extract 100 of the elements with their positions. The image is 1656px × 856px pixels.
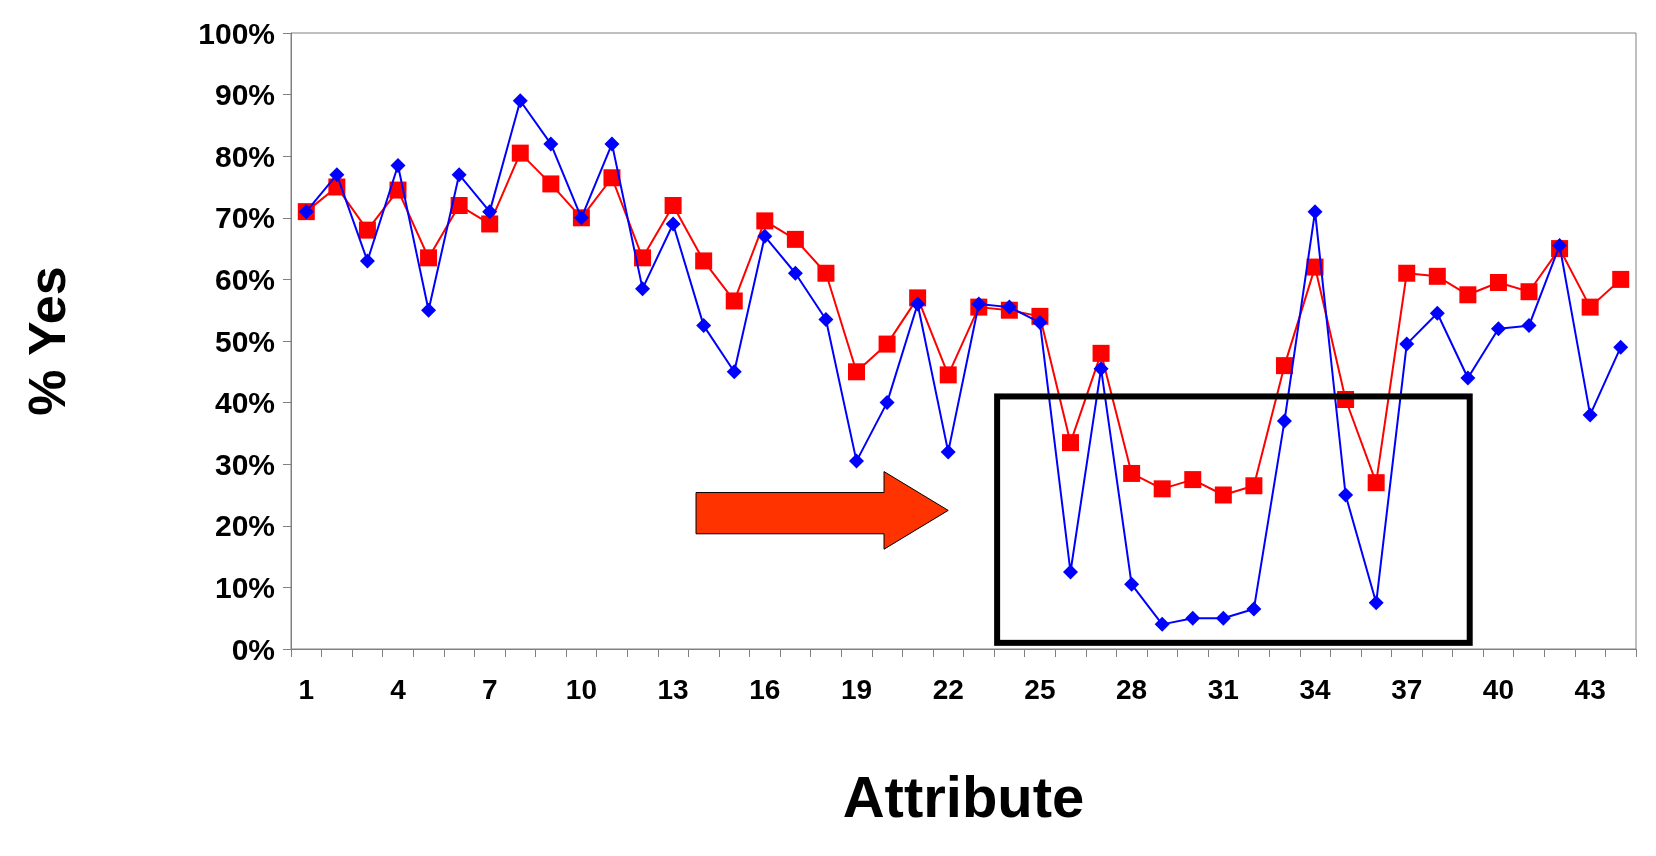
point	[1460, 370, 1476, 386]
point	[1552, 238, 1568, 254]
point	[757, 228, 773, 244]
point	[1398, 264, 1416, 282]
point	[1489, 273, 1507, 291]
y-tick-label: 50%	[214, 324, 275, 358]
point	[421, 302, 437, 318]
point	[1276, 413, 1292, 429]
point	[1246, 601, 1262, 617]
point	[849, 453, 865, 469]
point	[1185, 610, 1201, 626]
y-tick-label: 10%	[214, 570, 275, 604]
point	[1215, 610, 1231, 626]
point	[1521, 318, 1537, 334]
point	[482, 204, 498, 220]
y-tick-label: 70%	[214, 201, 275, 235]
point	[1338, 487, 1354, 503]
point	[1582, 407, 1598, 423]
point	[1520, 283, 1538, 301]
point	[817, 264, 835, 282]
point	[848, 363, 866, 381]
point	[390, 157, 406, 173]
x-tick-label: 28	[1116, 673, 1148, 705]
point	[786, 230, 804, 248]
x-axis-title: Attribute	[842, 763, 1085, 829]
point	[603, 169, 621, 187]
point	[359, 253, 375, 269]
x-tick-label: 1	[298, 673, 315, 705]
point	[725, 292, 743, 310]
x-tick-label: 22	[932, 673, 964, 705]
point	[1459, 286, 1477, 304]
y-tick-label: 40%	[214, 386, 275, 420]
point	[1399, 336, 1415, 352]
y-tick-label: 100%	[198, 16, 275, 50]
point	[1307, 204, 1323, 220]
point	[1245, 477, 1263, 495]
y-tick-label: 20%	[214, 509, 275, 543]
point	[1001, 299, 1017, 315]
x-tick-label: 13	[657, 673, 689, 705]
point	[329, 167, 345, 183]
point	[665, 216, 681, 232]
point	[726, 364, 742, 380]
point	[1093, 361, 1109, 377]
point	[910, 296, 926, 312]
x-tick-label: 34	[1299, 673, 1332, 705]
point	[1368, 595, 1384, 611]
y-tick-label: 80%	[214, 139, 275, 173]
point	[940, 444, 956, 460]
point	[756, 212, 774, 230]
x-tick-label: 31	[1207, 673, 1239, 705]
point	[1428, 267, 1446, 285]
y-tick-label: 0%	[231, 632, 275, 666]
point	[787, 265, 803, 281]
point	[1184, 471, 1202, 489]
y-axis-title: % Yes	[18, 266, 76, 416]
point	[358, 221, 376, 239]
point	[695, 252, 713, 270]
point	[818, 311, 834, 327]
point	[1124, 576, 1140, 592]
point	[1032, 315, 1048, 331]
point	[1275, 357, 1293, 375]
point	[1092, 344, 1110, 362]
point	[939, 366, 957, 384]
point	[604, 136, 620, 152]
y-tick-label: 30%	[214, 447, 275, 481]
point	[1062, 564, 1078, 580]
point	[1154, 616, 1170, 632]
point	[1612, 270, 1630, 288]
point	[1429, 305, 1445, 321]
point	[696, 318, 712, 334]
x-tick-label: 19	[840, 673, 873, 705]
point	[971, 296, 987, 312]
x-tick-label: 4	[390, 673, 407, 705]
point	[512, 93, 528, 109]
x-tick-label: 37	[1391, 673, 1423, 705]
point	[635, 281, 651, 297]
point	[1367, 474, 1385, 492]
x-tick-label: 43	[1574, 673, 1606, 705]
point	[1123, 464, 1141, 482]
point	[420, 249, 438, 267]
point	[1153, 480, 1171, 498]
point	[1061, 434, 1079, 452]
point	[481, 215, 499, 233]
point	[1613, 339, 1629, 355]
point	[542, 175, 560, 193]
x-tick-label: 7	[481, 673, 498, 705]
point	[1581, 298, 1599, 316]
point	[664, 196, 682, 214]
point	[879, 395, 895, 411]
x-tick-label: 40	[1482, 673, 1515, 705]
x-tick-label: 10	[565, 673, 597, 705]
point	[1214, 486, 1232, 504]
x-tick-label: 25	[1024, 673, 1056, 705]
point	[543, 136, 559, 152]
y-tick-label: 90%	[214, 78, 275, 112]
point	[878, 335, 896, 353]
point	[451, 167, 467, 183]
x-tick-label: 16	[749, 673, 781, 705]
point	[1490, 321, 1506, 337]
y-tick-label: 60%	[214, 262, 275, 296]
